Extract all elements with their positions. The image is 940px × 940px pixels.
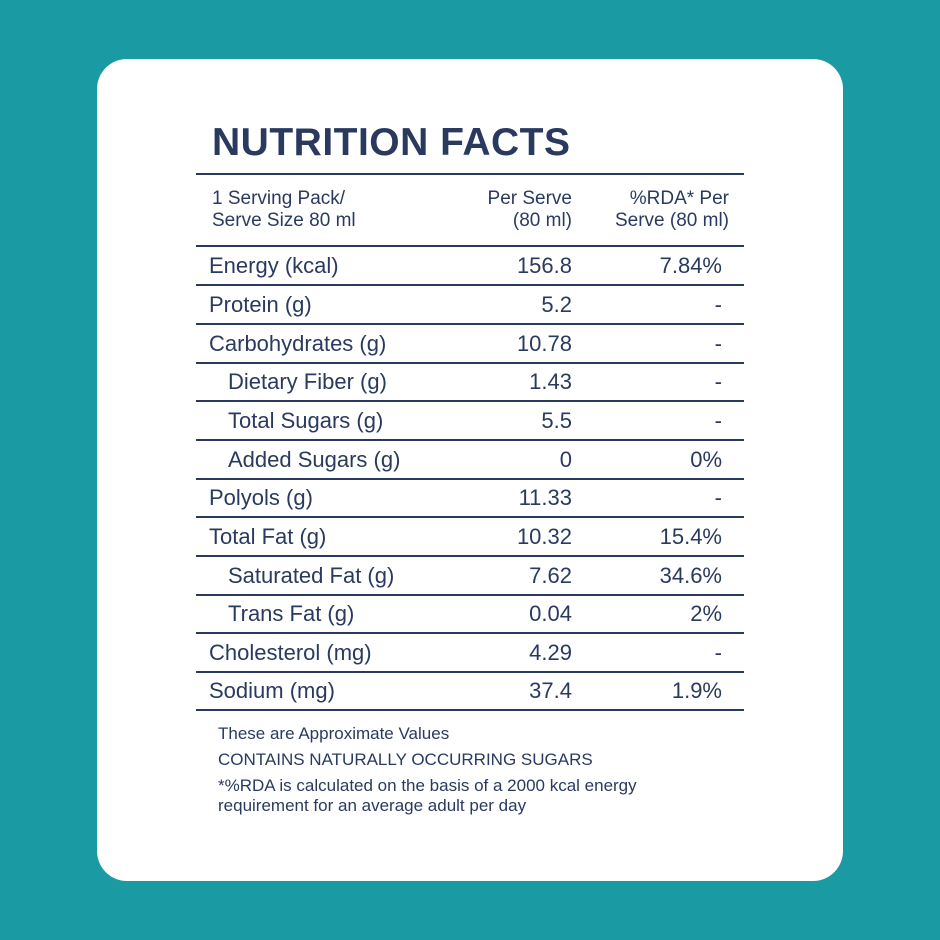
row-label: Total Fat (g) xyxy=(209,524,327,549)
row-per-serve: 156.8 xyxy=(516,253,572,278)
row-divider xyxy=(196,284,744,286)
row-divider xyxy=(196,478,744,480)
header-serving-line1: 1 Serving Pack/ xyxy=(212,188,346,209)
header-rda: %RDA* Per Serve (80 ml) xyxy=(585,188,729,232)
table-row: Trans Fat (g) 0.04 2% xyxy=(196,595,744,634)
row-label: Trans Fat (g) xyxy=(228,601,355,626)
row-label: Saturated Fat (g) xyxy=(228,563,395,588)
row-rda: 15.4% xyxy=(659,524,722,549)
footnotes: These are Approximate Values CONTAINS NA… xyxy=(218,724,718,822)
row-per-serve: 5.5 xyxy=(541,408,572,433)
row-rda: - xyxy=(714,485,722,510)
header-serving-size: 1 Serving Pack/ Serve Size 80 ml xyxy=(212,188,412,232)
header-rda-line2: Serve (80 ml) xyxy=(614,210,729,231)
table-row: Polyols (g) 11.33 - xyxy=(196,479,744,518)
note-rda: *%RDA is calculated on the basis of a 20… xyxy=(218,776,718,816)
table-row: Carbohydrates (g) 10.78 - xyxy=(196,325,744,364)
row-rda: 1.9% xyxy=(671,678,722,703)
header-per-serve-line1: Per Serve xyxy=(487,188,572,209)
row-rda: - xyxy=(714,292,722,317)
row-divider xyxy=(196,323,744,325)
row-per-serve: 7.62 xyxy=(529,563,572,588)
table-row: Sodium (mg) 37.4 1.9% xyxy=(196,672,744,711)
row-divider xyxy=(196,516,744,518)
row-divider xyxy=(196,400,744,402)
note-rda-line1: *%RDA is calculated on the basis of a 20… xyxy=(218,776,637,795)
row-rda: 2% xyxy=(690,601,722,626)
table-row: Saturated Fat (g) 7.62 34.6% xyxy=(196,557,744,596)
table-row: Total Sugars (g) 5.5 - xyxy=(196,402,744,441)
row-label: Total Sugars (g) xyxy=(228,408,384,433)
header-per-serve-line2: (80 ml) xyxy=(512,210,572,231)
row-divider xyxy=(196,439,744,441)
row-per-serve: 10.78 xyxy=(516,331,572,356)
nutrition-card xyxy=(97,59,843,881)
row-label: Added Sugars (g) xyxy=(228,447,401,472)
note-sugars: CONTAINS NATURALLY OCCURRING SUGARS xyxy=(218,750,593,769)
row-divider xyxy=(196,362,744,364)
row-divider xyxy=(196,555,744,557)
table-row: Added Sugars (g) 0 0% xyxy=(196,441,744,480)
header-rda-line1: %RDA* Per xyxy=(629,188,729,209)
row-label: Sodium (mg) xyxy=(209,678,335,703)
note-rda-line2: requirement for an average adult per day xyxy=(218,796,527,815)
table-row: Protein (g) 5.2 - xyxy=(196,286,744,325)
page-title: NUTRITION FACTS xyxy=(212,121,571,164)
row-per-serve: 0.04 xyxy=(529,601,572,626)
row-label: Carbohydrates (g) xyxy=(209,331,387,356)
row-rda: - xyxy=(714,331,722,356)
row-divider xyxy=(196,594,744,596)
row-per-serve: 4.29 xyxy=(529,640,572,665)
row-per-serve: 5.2 xyxy=(541,292,572,317)
row-label: Cholesterol (mg) xyxy=(209,640,372,665)
row-per-serve: 11.33 xyxy=(518,485,572,510)
header-serving-line2: Serve Size 80 ml xyxy=(212,210,356,231)
row-divider xyxy=(196,709,744,711)
table-row: Dietary Fiber (g) 1.43 - xyxy=(196,363,744,402)
table-row: Cholesterol (mg) 4.29 - xyxy=(196,634,744,673)
row-label: Dietary Fiber (g) xyxy=(228,369,387,394)
header-per-serve: Per Serve (80 ml) xyxy=(440,188,572,232)
row-per-serve: 37.4 xyxy=(529,678,572,703)
row-label: Polyols (g) xyxy=(209,485,313,510)
title-rule xyxy=(196,173,744,175)
row-label: Energy (kcal) xyxy=(209,253,339,278)
table-row: Total Fat (g) 10.32 15.4% xyxy=(196,518,744,557)
row-per-serve: 0 xyxy=(559,447,572,472)
table-row: Energy (kcal) 156.8 7.84% xyxy=(196,247,744,286)
row-per-serve: 1.43 xyxy=(529,369,572,394)
note-approximate: These are Approximate Values xyxy=(218,724,450,743)
header-rule xyxy=(196,245,744,247)
row-rda: - xyxy=(714,369,722,394)
row-rda: 34.6% xyxy=(659,563,722,588)
row-divider xyxy=(196,671,744,673)
row-rda: 0% xyxy=(690,447,722,472)
row-rda: 7.84% xyxy=(659,253,722,278)
row-divider xyxy=(196,632,744,634)
row-rda: - xyxy=(714,408,722,433)
row-rda: - xyxy=(714,640,722,665)
row-label: Protein (g) xyxy=(209,292,312,317)
row-per-serve: 10.32 xyxy=(516,524,572,549)
